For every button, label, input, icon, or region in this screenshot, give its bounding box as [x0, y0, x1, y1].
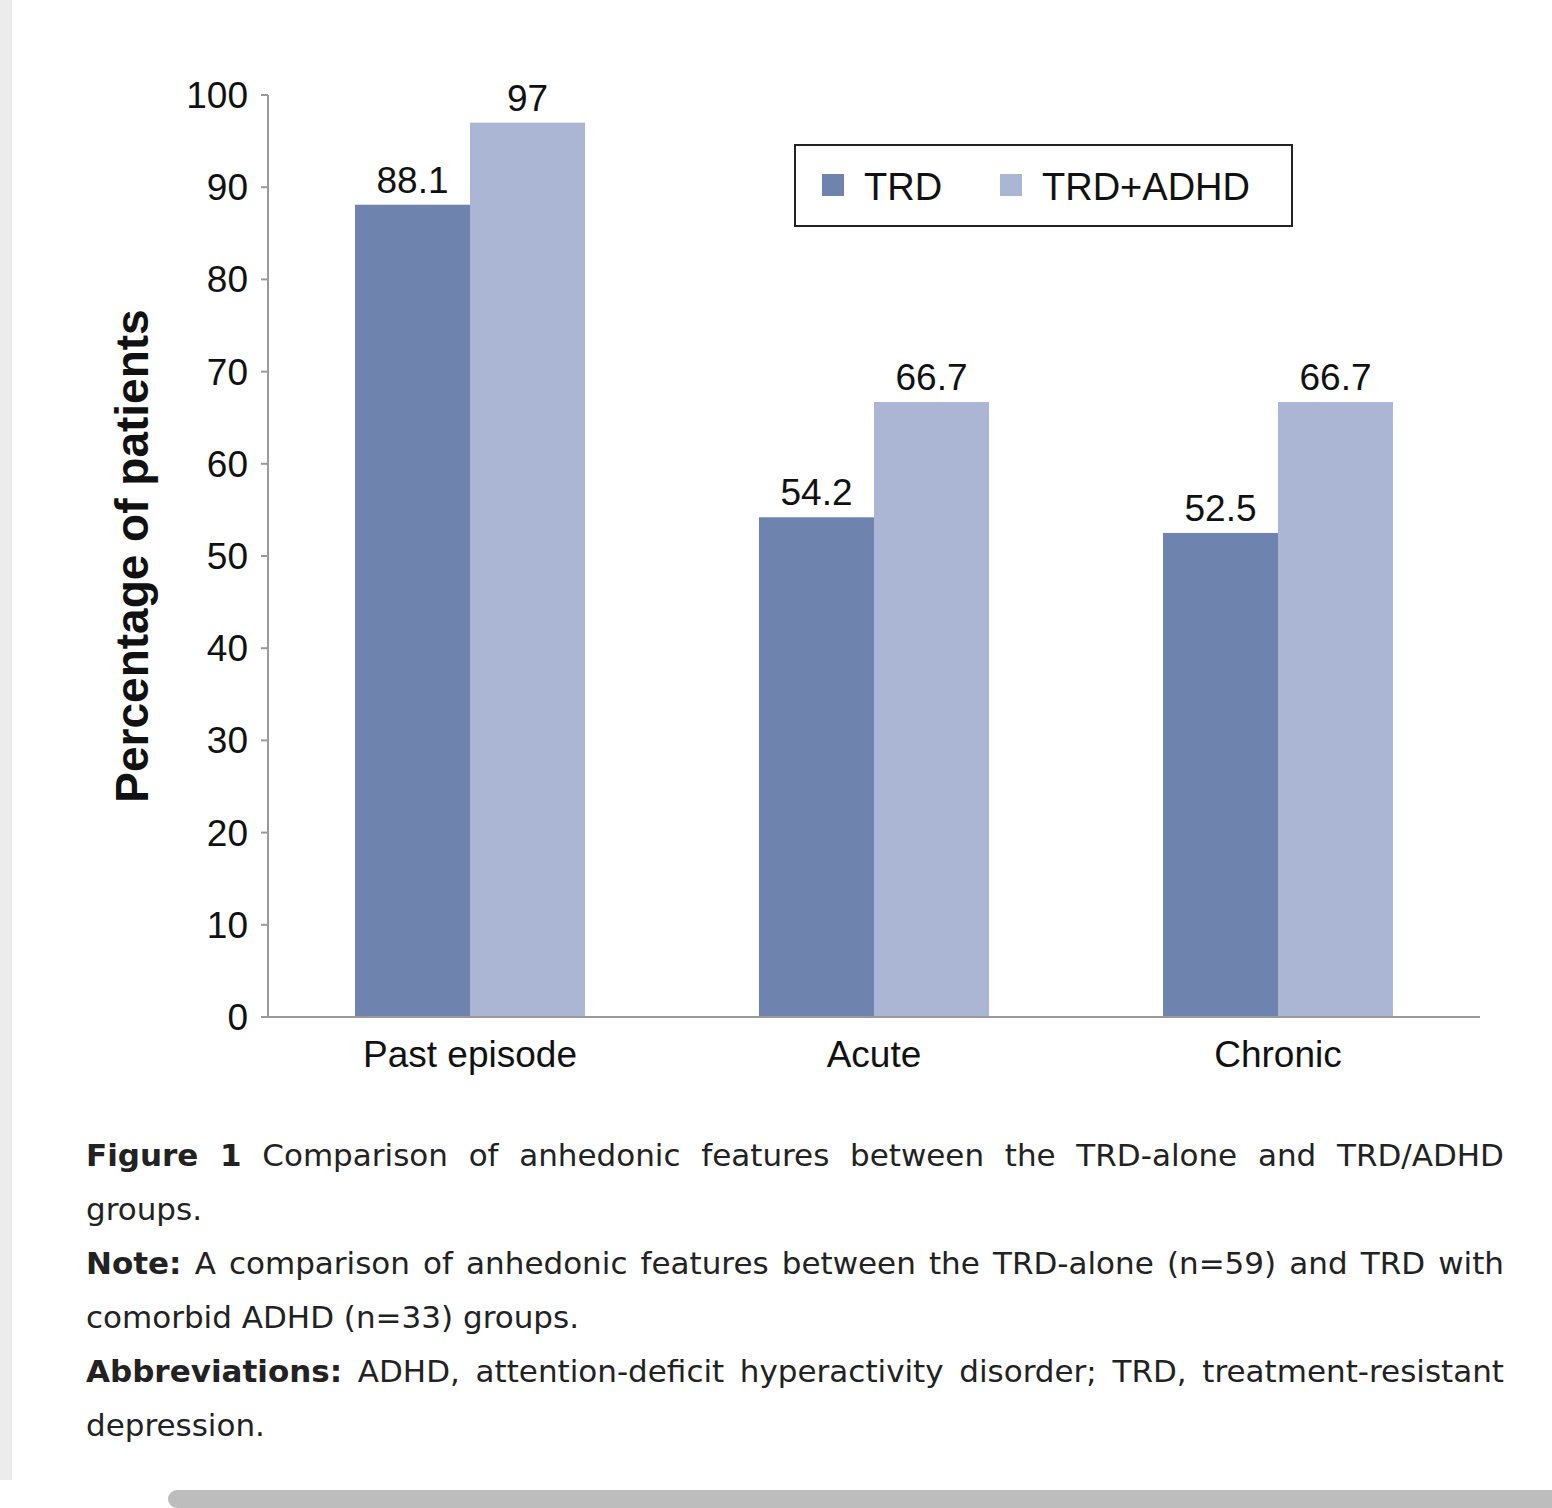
y-tick	[261, 463, 268, 465]
caption-title: Comparison of anhedonic features between…	[86, 1137, 1504, 1227]
y-tick-label: 30	[207, 720, 248, 761]
legend-label: TRD+ADHD	[1042, 166, 1250, 208]
bar	[874, 402, 989, 1017]
caption-paragraph: Figure 1 Comparison of anhedonic feature…	[86, 1128, 1504, 1236]
y-tick-label: 60	[207, 444, 248, 485]
y-tick-label: 80	[207, 259, 248, 300]
y-tick-label: 50	[207, 536, 248, 577]
scrollbar	[168, 1490, 1552, 1508]
legend: TRD TRD+ADHD	[795, 145, 1292, 226]
y-tick	[261, 94, 268, 96]
x-tick-label: Chronic	[1214, 1034, 1342, 1075]
note-label: Note:	[86, 1245, 181, 1281]
x-axis	[268, 1016, 1480, 1018]
caption-paragraph: Note: A comparison of anhedonic features…	[86, 1236, 1504, 1344]
data-label: 54.2	[780, 472, 852, 513]
y-tick-label: 0	[227, 997, 248, 1038]
y-tick	[261, 647, 268, 649]
y-tick	[261, 739, 268, 741]
bar	[355, 205, 470, 1017]
bar	[759, 517, 874, 1017]
y-tick	[261, 278, 268, 280]
bar	[1163, 533, 1278, 1017]
caption-paragraph: Abbreviations: ADHD, attention-deficit h…	[86, 1344, 1504, 1452]
legend-label: TRD	[864, 166, 942, 208]
y-tick-label: 20	[207, 813, 248, 854]
y-tick-label: 90	[207, 167, 248, 208]
y-axis-label: Percentage of patients	[106, 309, 158, 802]
bar	[470, 123, 585, 1017]
note-text: A comparison of anhedonic features betwe…	[86, 1245, 1504, 1335]
abbreviations-label: Abbreviations:	[86, 1353, 342, 1389]
data-label: 66.7	[1299, 357, 1371, 398]
x-tick-label: Past episode	[363, 1034, 577, 1075]
y-tick-label: 70	[207, 352, 248, 393]
caption: Figure 1 Comparison of anhedonic feature…	[86, 1128, 1504, 1452]
data-label: 88.1	[376, 160, 448, 201]
data-label: 66.7	[895, 357, 967, 398]
x-tick-label: Acute	[827, 1034, 922, 1075]
data-label: 52.5	[1184, 488, 1256, 529]
figure-label: Figure 1	[86, 1137, 242, 1173]
y-tick	[261, 371, 268, 373]
legend-swatch	[822, 174, 844, 196]
y-tick-label: 100	[186, 75, 248, 116]
y-tick	[261, 1016, 268, 1018]
y-tick	[261, 832, 268, 834]
legend-swatch	[1000, 174, 1022, 196]
data-label: 97	[507, 78, 548, 119]
y-tick	[261, 186, 268, 188]
page-edge	[0, 0, 12, 1480]
y-tick	[261, 924, 268, 926]
bar	[1278, 402, 1393, 1017]
y-tick-label: 40	[207, 628, 248, 669]
data-labels: 88.1 54.2 52.5 97 66.7 66.7	[376, 78, 1371, 529]
bars	[355, 123, 1393, 1017]
y-tick	[261, 555, 268, 557]
chart: 88.1 54.2 52.5 97 66.7 66.7 0 10 20 30 40 50 60 70 80 9…	[0, 0, 1552, 1110]
legend-box	[795, 145, 1292, 226]
y-tick-label: 10	[207, 905, 248, 946]
